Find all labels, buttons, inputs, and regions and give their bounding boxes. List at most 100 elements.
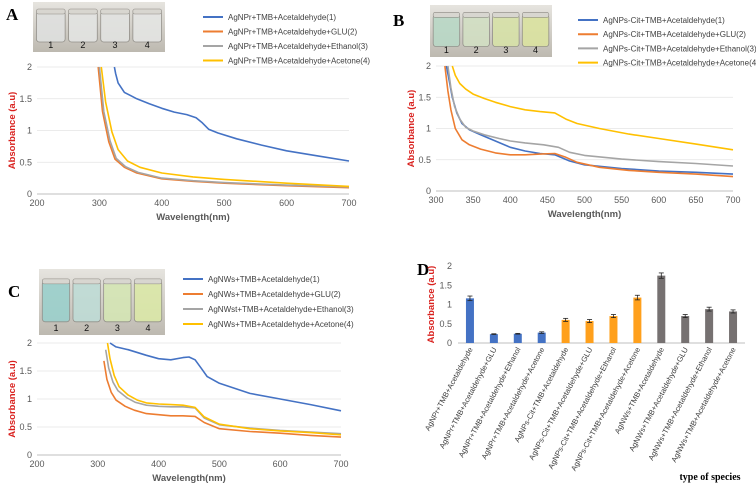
x-tick-label: 350: [466, 195, 481, 205]
bar: [465, 298, 474, 343]
vial-number: 1: [48, 40, 53, 50]
y-axis-title: Absorbance (a.u): [406, 90, 417, 168]
series-line-1: [113, 66, 350, 162]
series-line-1: [445, 65, 734, 175]
bar: [561, 319, 570, 343]
vial-number: 2: [474, 45, 479, 55]
y-tick-label: 0.5: [19, 422, 32, 432]
vial-rim: [72, 278, 101, 285]
x-tick-label: 600: [273, 459, 288, 469]
bar: [489, 334, 498, 343]
x-tick-label: 550: [614, 195, 629, 205]
bar: [513, 333, 522, 343]
y-tick-label: 1: [27, 126, 32, 136]
bar: [729, 311, 738, 343]
x-tick-label: 600: [279, 198, 294, 208]
vial-rim: [103, 278, 132, 285]
bar: [609, 316, 618, 343]
series-line-4: [100, 66, 350, 188]
vial: [100, 10, 130, 43]
vial: [133, 280, 163, 323]
y-tick-label: 2: [27, 62, 32, 72]
x-tick-label: 300: [90, 459, 105, 469]
y-tick-label: 1.5: [418, 92, 431, 102]
panel-label-a: A: [6, 5, 19, 24]
y-tick-label: 0: [426, 186, 431, 196]
x-axis-title: Wavelength(nm): [152, 473, 226, 484]
x-tick-label: 700: [333, 459, 348, 469]
bar: [537, 332, 546, 343]
x-tick-label: 650: [688, 195, 703, 205]
vial-rim: [41, 278, 70, 285]
y-tick-label: 1.5: [439, 280, 452, 290]
y-tick-label: 2: [27, 338, 32, 348]
vial-rim: [462, 12, 490, 18]
vial-rim: [132, 8, 162, 15]
x-tick-label: 500: [577, 195, 592, 205]
series-line-2: [97, 66, 350, 189]
vial-number: 3: [115, 323, 120, 333]
vial-number: 3: [503, 45, 508, 55]
legend-entry: AgNWs+TMB+Acetaldehyde+GLU(2): [208, 290, 341, 299]
y-tick-label: 2: [426, 61, 431, 71]
vial-photo-c: 1 2 3 4: [39, 269, 165, 335]
vial-number: 2: [84, 323, 89, 333]
legend-entry: AgNPs-Cit+TMB+Acetaldehyde+Acetone(4): [603, 59, 756, 68]
legend-entry: AgNPr+TMB+Acetaldehyde+Acetone(4): [228, 57, 370, 66]
vial: [68, 10, 98, 43]
panel-label-d: D: [417, 260, 429, 279]
x-axis-title: Wavelength(nm): [156, 212, 230, 223]
vial-number: 2: [80, 40, 85, 50]
y-tick-label: 1.5: [19, 94, 32, 104]
y-tick-label: 2: [447, 261, 452, 271]
series-line-3: [104, 349, 342, 435]
vial: [462, 13, 490, 48]
y-tick-label: 1: [27, 394, 32, 404]
series-line-4: [451, 65, 734, 151]
vial-rim: [432, 12, 461, 18]
x-tick-label: 500: [212, 459, 227, 469]
x-tick-label: 300: [428, 195, 443, 205]
vial-rim: [492, 12, 520, 18]
y-tick-label: 0: [27, 189, 32, 199]
vial-rim: [100, 8, 130, 15]
series-line-3: [447, 65, 734, 167]
vial-number: 1: [53, 323, 58, 333]
vial-rim: [521, 12, 550, 18]
series-line-2: [444, 65, 734, 178]
vial-number: 1: [444, 45, 449, 55]
series-line-2: [103, 360, 342, 438]
y-tick-label: 1: [447, 300, 452, 310]
series-line-1: [109, 342, 342, 412]
legend-entry: AgNPr+TMB+Acetaldehyde+GLU(2): [228, 28, 358, 37]
x-tick-label: 600: [651, 195, 666, 205]
bar: [705, 309, 714, 343]
x-axis-title: Wavelength(nm): [548, 209, 622, 220]
y-tick-label: 0.5: [439, 319, 452, 329]
y-tick-label: 0: [447, 338, 452, 348]
line-chart-a: 0 0.5 1 1.5 2 200 300 400 500 600 700 Wavelength(nm…: [7, 13, 370, 223]
vial: [36, 10, 66, 43]
bar: [585, 321, 594, 343]
y-axis-title: Absorbance (a.u): [7, 92, 18, 170]
x-tick-label: 700: [725, 195, 740, 205]
vial: [72, 280, 101, 323]
x-tick-label: 200: [29, 459, 44, 469]
y-tick-label: 0.5: [19, 157, 32, 167]
vial: [132, 10, 162, 43]
panel-label-b: B: [393, 11, 404, 30]
y-axis-title: Absorbance (a.u): [7, 360, 18, 438]
vial-photo-a: 1 2 3 4: [33, 2, 165, 52]
panel-label-c: C: [8, 282, 20, 301]
y-tick-label: 1: [426, 124, 431, 134]
x-tick-label: 300: [92, 198, 107, 208]
legend-entry: AgNWst+TMB+Acetaldehyde+Ethanol(3): [208, 305, 354, 314]
x-tick-label: 450: [540, 195, 555, 205]
line-chart-c: 0 0.5 1 1.5 2 200 300 400 500 600 700 Wavelength(nm…: [7, 275, 354, 484]
vial-number: 4: [146, 323, 151, 333]
line-chart-b: 0 0.5 1 1.5 2 300 350 400 450 500 550 600 650 700 Wave…: [406, 16, 756, 220]
y-axis-title: Absorbance (a.u): [426, 266, 437, 344]
vial-rim: [134, 278, 163, 285]
